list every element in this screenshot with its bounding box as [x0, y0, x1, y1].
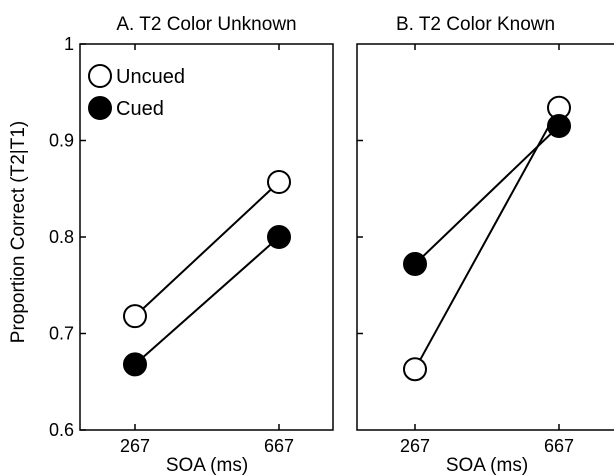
legend: Uncued Cued: [88, 64, 185, 120]
x-tick-label: 267: [120, 436, 150, 456]
panel-title: A. T2 Color Unknown: [116, 14, 296, 35]
y-tick-label: 0.7: [49, 324, 74, 344]
plot-frame: [356, 43, 614, 431]
panels: A. T2 Color Unknown 267 667 SOA (ms) 0.6 0.7 0…: [49, 14, 614, 476]
data-point-uncued: [267, 169, 291, 194]
x-tick-label: 667: [544, 436, 574, 456]
series-line-cued: [134, 236, 280, 366]
data-point-cued: [547, 114, 571, 139]
data-point-uncued: [123, 304, 147, 329]
panel-title: B. T2 Color Known: [396, 14, 555, 35]
data-point-cued: [267, 225, 291, 249]
series-line-uncued: [414, 107, 560, 370]
y-axis-label: Proportion Correct (T2|T1): [8, 121, 29, 343]
y-tick-label: 0.6: [49, 420, 74, 440]
panel-b: B. T2 Color Known 267 667 SOA (ms): [356, 14, 614, 476]
legend-cued-label: Cued: [116, 98, 164, 120]
panel-a: A. T2 Color Unknown 267 667 SOA (ms) 0.6 0.7 0…: [49, 14, 334, 476]
x-tick-label: 267: [400, 436, 430, 456]
series-line-cued: [414, 125, 560, 265]
legend-cued-marker: [88, 96, 112, 120]
series-line-uncued: [134, 181, 280, 317]
data-point-cued: [403, 252, 427, 277]
legend-uncued-marker: [88, 64, 112, 88]
x-tick-label: 667: [264, 436, 294, 456]
x-axis-label: SOA (ms): [166, 455, 248, 476]
y-tick-label: 0.8: [49, 227, 74, 247]
legend-uncued-label: Uncued: [116, 66, 185, 88]
y-tick-label: 0.9: [49, 131, 74, 151]
data-point-uncued: [403, 357, 427, 382]
x-axis-label: SOA (ms): [446, 455, 528, 476]
y-tick-label: 1: [64, 34, 74, 54]
data-point-cued: [123, 352, 147, 377]
